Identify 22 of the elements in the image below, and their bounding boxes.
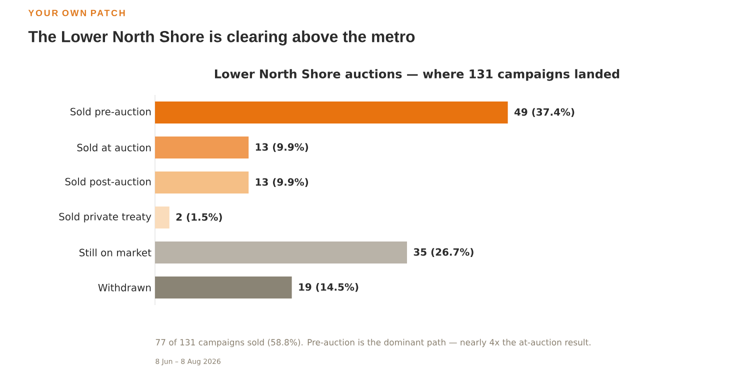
data-label: 49 (37.4%) — [514, 108, 574, 117]
text: YOUR OWN PATCH — [28, 10, 125, 16]
bar — [155, 101, 508, 124]
y-tick-label: Still on market — [80, 248, 152, 256]
bar — [155, 276, 292, 299]
data-label: 2 (1.5%) — [176, 213, 222, 222]
data-label: 13 (9.9%) — [256, 143, 308, 152]
data-label: 35 (26.7%) — [414, 248, 474, 257]
bar — [155, 171, 249, 194]
bar — [155, 206, 170, 229]
bar — [155, 241, 408, 264]
data-label: 13 (9.9%) — [256, 178, 308, 187]
y-tick-label: Sold pre-auction — [70, 108, 151, 118]
chart-title: The Lower North Shore is clearing above the metro — [28, 30, 415, 46]
text: 77 of 131 campaigns sold (58.8%). Pre-auction is the dominant path — nearly 4x the at-auction result. — [156, 338, 590, 348]
chart-subtitle: Lower North Shore auctions — where 131 campaigns landed — [215, 69, 620, 81]
bar — [155, 136, 249, 159]
y-tick-label: Sold post-auction — [65, 178, 151, 188]
y-tick-label: Withdrawn — [98, 284, 151, 292]
data-label: 19 (14.5%) — [299, 283, 358, 292]
y-tick-label: Sold at auction — [77, 144, 151, 152]
y-tick-label: Sold private treaty — [59, 212, 152, 222]
